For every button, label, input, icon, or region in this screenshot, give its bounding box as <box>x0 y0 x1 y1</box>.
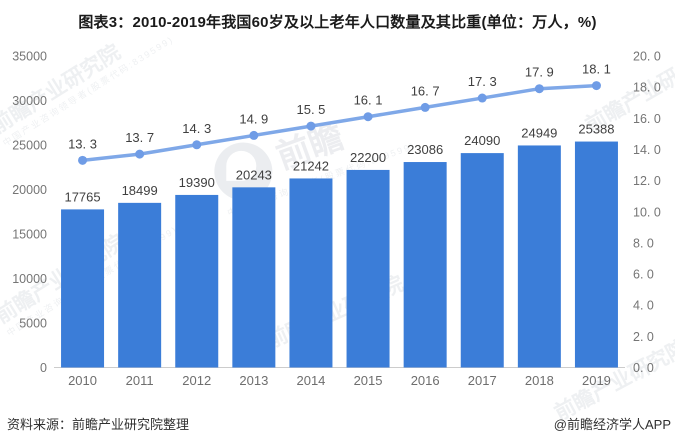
bar-2015 <box>346 169 390 368</box>
bar-2017 <box>460 153 504 368</box>
line-value-label: 17. 9 <box>525 65 554 80</box>
source-note: 资料来源：前瞻产业研究院整理 <box>7 417 190 432</box>
bar-value-label: 22200 <box>350 150 386 165</box>
bar-value-label: 19390 <box>179 175 215 190</box>
y-axis-tick-label: 0 <box>40 361 47 375</box>
bar-value-label: 18499 <box>122 183 158 198</box>
secondary-axis-tick-label: 2. 0 <box>633 330 654 344</box>
x-axis-label-2018: 2018 <box>525 373 554 388</box>
line-point-2016 <box>420 102 430 112</box>
x-axis-label-2019: 2019 <box>582 373 611 388</box>
line-value-label: 13. 3 <box>68 136 97 151</box>
line-point-2011 <box>135 149 145 159</box>
x-axis-label-2013: 2013 <box>239 373 268 388</box>
line-value-label: 18. 1 <box>582 62 611 77</box>
x-axis-label-2017: 2017 <box>468 373 497 388</box>
bar-2010 <box>61 209 105 368</box>
y-axis-tick-label: 30000 <box>12 94 47 108</box>
y-axis-tick-label: 15000 <box>12 228 47 242</box>
bar-2012 <box>175 194 219 368</box>
secondary-axis-tick-label: 6. 0 <box>633 268 654 282</box>
x-axis-label-2012: 2012 <box>182 373 211 388</box>
x-axis-label-2015: 2015 <box>354 373 383 388</box>
y-axis-tick-label: 10000 <box>12 272 47 286</box>
secondary-axis-tick-label: 20. 0 <box>633 50 661 64</box>
secondary-axis-tick-label: 18. 0 <box>633 81 661 95</box>
bar-value-label: 21242 <box>293 158 329 173</box>
line-point-2013 <box>249 130 259 140</box>
line-point-2017 <box>477 93 487 103</box>
bar-2011 <box>118 202 162 368</box>
line-value-label: 13. 7 <box>125 130 154 145</box>
bar-value-label: 24090 <box>464 133 500 148</box>
y-axis-tick-label: 25000 <box>12 139 47 153</box>
line-value-label: 16. 7 <box>411 83 440 98</box>
line-point-2010 <box>78 155 88 165</box>
secondary-axis-tick-label: 4. 0 <box>633 299 654 313</box>
y-axis-tick-label: 5000 <box>19 317 47 331</box>
y-axis-tick-label: 35000 <box>12 50 47 64</box>
bar-value-label: 20243 <box>236 167 272 182</box>
line-value-label: 17. 3 <box>468 74 497 89</box>
x-axis-label-2014: 2014 <box>296 373 325 388</box>
secondary-axis-tick-label: 14. 0 <box>633 143 661 157</box>
line-value-label: 14. 3 <box>182 121 211 136</box>
bar-value-label: 25388 <box>578 122 614 137</box>
bar-value-label: 24949 <box>521 125 557 140</box>
bar-2014 <box>289 178 333 368</box>
trend-line <box>80 83 599 163</box>
x-axis-label-2011: 2011 <box>126 373 154 388</box>
line-value-label: 16. 1 <box>354 93 383 108</box>
secondary-axis-tick-label: 10. 0 <box>633 205 661 219</box>
bar-2013 <box>232 187 276 368</box>
x-axis-label-2010: 2010 <box>68 373 97 388</box>
y-axis-tick-label: 20000 <box>12 183 47 197</box>
bar-2016 <box>403 162 447 368</box>
bar-value-label: 17765 <box>64 189 100 204</box>
line-value-label: 14. 9 <box>239 111 268 126</box>
bar-value-label: 23086 <box>407 142 443 157</box>
bar-2019 <box>574 141 618 368</box>
secondary-axis-tick-label: 16. 0 <box>633 112 661 126</box>
chart-title: 图表3：2010-2019年我国60岁及以上老年人口数量及其比重(单位：万人，%… <box>78 14 597 31</box>
bar-2018 <box>517 145 561 368</box>
line-point-2012 <box>192 140 202 150</box>
secondary-axis-tick-label: 12. 0 <box>633 174 661 188</box>
line-point-2019 <box>591 81 601 91</box>
line-value-label: 15. 5 <box>296 102 325 117</box>
line-point-2018 <box>534 84 544 94</box>
line-point-2014 <box>306 121 316 131</box>
x-axis-label-2016: 2016 <box>411 373 440 388</box>
credit-note: @前瞻经济学人APP <box>553 417 671 432</box>
secondary-axis-tick-label: 0. 0 <box>633 361 654 375</box>
line-point-2015 <box>363 112 373 122</box>
secondary-axis-tick-label: 8. 0 <box>633 236 654 250</box>
